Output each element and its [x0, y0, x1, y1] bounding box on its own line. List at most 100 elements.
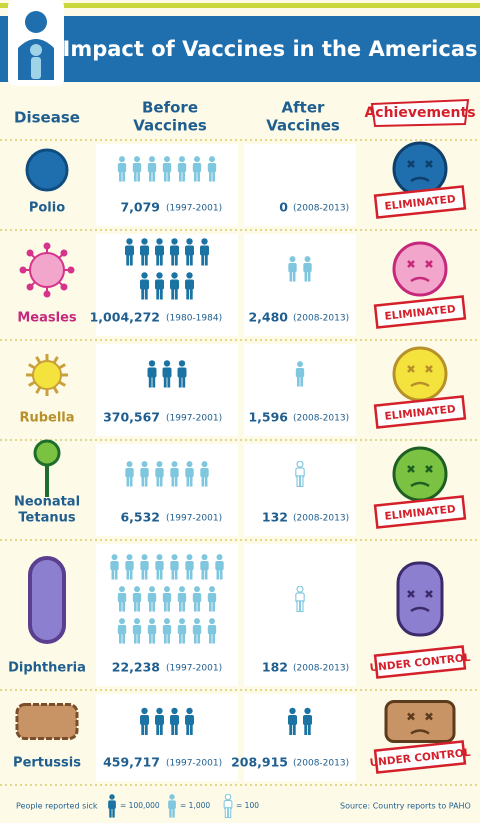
rubella-icon	[32, 360, 62, 390]
face-mouth	[410, 381, 430, 388]
before-count: 1,004,272	[90, 310, 160, 325]
source: Source: Country reports to PAHO	[340, 802, 471, 811]
before-count: 459,717	[103, 755, 160, 770]
before-count: 6,532	[120, 510, 160, 525]
face-eyes	[407, 365, 433, 373]
before-cell	[96, 444, 238, 536]
status-stamp: ELIMINATED	[373, 295, 467, 329]
tetanus-icon	[33, 439, 61, 467]
after-cell	[244, 144, 356, 226]
status-stamp: ELIMINATED	[373, 495, 467, 529]
face-mouth	[410, 481, 430, 488]
achievement-face	[384, 700, 456, 743]
disease-name: Pertussis	[13, 756, 81, 771]
face-eyes	[407, 712, 433, 721]
person-icon	[295, 461, 305, 487]
before-count: 22,238	[112, 660, 160, 675]
stamp-border	[373, 185, 467, 219]
stamp-border	[373, 295, 467, 329]
before-period: (1980-1984)	[166, 314, 222, 324]
after-count: 182	[262, 660, 288, 675]
before-count: 7,079	[120, 200, 160, 215]
achievements-badge	[370, 98, 470, 128]
face-mouth	[410, 276, 430, 283]
before-period: (1997-2001)	[166, 204, 222, 214]
logo	[8, 0, 64, 86]
legend-label: People reported sick	[16, 802, 98, 811]
before-count: 370,567	[103, 410, 160, 425]
face-mouth	[410, 176, 430, 183]
before-cell	[96, 694, 238, 781]
after-count: 2,480	[248, 310, 288, 325]
status-stamp: UNDER CONTROL	[369, 740, 471, 774]
after-cell	[244, 234, 356, 336]
pertussis-icon	[15, 703, 79, 740]
face-eyes	[407, 465, 433, 473]
after-count: 0	[279, 200, 288, 215]
before-period: (1997-2001)	[166, 664, 222, 674]
person-icon	[295, 586, 305, 612]
after-cell	[244, 444, 356, 536]
column-header: After	[282, 99, 325, 117]
before-period: (1997-2001)	[166, 514, 222, 524]
after-period: (2008-2013)	[293, 759, 349, 769]
legend-item: = 100	[236, 801, 259, 810]
achievement-face	[392, 446, 448, 502]
title-banner	[0, 16, 480, 82]
face-mouth	[410, 606, 430, 613]
after-count: 208,915	[231, 755, 288, 770]
measles-icon	[29, 252, 65, 288]
achievement-face	[392, 141, 448, 197]
column-header: Vaccines	[266, 117, 340, 135]
column-header: Achievements	[364, 105, 475, 121]
after-period: (2008-2013)	[293, 414, 349, 424]
column-header: Vaccines	[133, 117, 207, 135]
title: Impact of Vaccines in the Americas	[63, 37, 478, 61]
disease-name: Polio	[29, 201, 65, 216]
polio-icon	[25, 148, 69, 192]
status-stamp: UNDER CONTROL	[369, 645, 471, 679]
after-period: (2008-2013)	[293, 204, 349, 214]
stamp-border	[373, 495, 467, 529]
stamp-border	[373, 395, 467, 429]
tetanus-stick	[45, 461, 49, 497]
face-mouth	[410, 729, 430, 735]
after-period: (2008-2013)	[293, 664, 349, 674]
person-icon	[223, 794, 233, 818]
diphtheria-icon	[28, 556, 66, 644]
achievement-face	[392, 346, 448, 402]
top-stripe	[0, 3, 480, 8]
legend-item: = 100,000	[120, 801, 160, 810]
achievement-face	[392, 241, 448, 297]
face-eyes	[407, 590, 433, 598]
before-cell	[96, 234, 238, 336]
before-period: (1997-2001)	[166, 759, 222, 769]
disease-name: Rubella	[19, 411, 74, 426]
disease-name: Tetanus	[18, 511, 75, 526]
disease-name: Neonatal	[14, 495, 80, 510]
before-cell	[96, 344, 238, 436]
status-stamp: ELIMINATED	[373, 185, 467, 219]
stamp-border	[373, 645, 467, 679]
stamp-border	[373, 740, 467, 774]
after-period: (2008-2013)	[293, 314, 349, 324]
disease-name: Diphtheria	[8, 661, 86, 676]
legend-item: = 1,000	[180, 801, 210, 810]
after-period: (2008-2013)	[293, 514, 349, 524]
disease-name: Measles	[17, 311, 77, 326]
achievement-face	[396, 561, 444, 637]
after-cell	[244, 344, 356, 436]
before-period: (1997-2001)	[166, 414, 222, 424]
after-cell	[244, 544, 356, 686]
after-cell	[244, 694, 356, 781]
face-eyes	[407, 160, 433, 168]
face-eyes	[407, 260, 433, 268]
column-header: Before	[142, 99, 198, 117]
after-count: 1,596	[248, 410, 288, 425]
before-cell	[96, 544, 238, 686]
column-header: Disease	[14, 109, 80, 127]
status-stamp: ELIMINATED	[373, 395, 467, 429]
after-count: 132	[262, 510, 288, 525]
